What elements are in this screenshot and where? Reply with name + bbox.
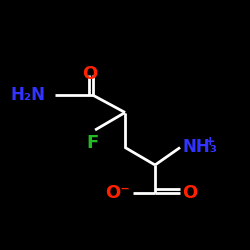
Text: O: O (182, 184, 198, 202)
Text: O: O (82, 65, 98, 83)
Text: O⁻: O⁻ (105, 184, 130, 202)
Text: F: F (86, 134, 99, 152)
Text: H₂N: H₂N (10, 86, 45, 104)
Text: NH₃: NH₃ (182, 138, 218, 156)
Text: +: + (205, 135, 216, 148)
